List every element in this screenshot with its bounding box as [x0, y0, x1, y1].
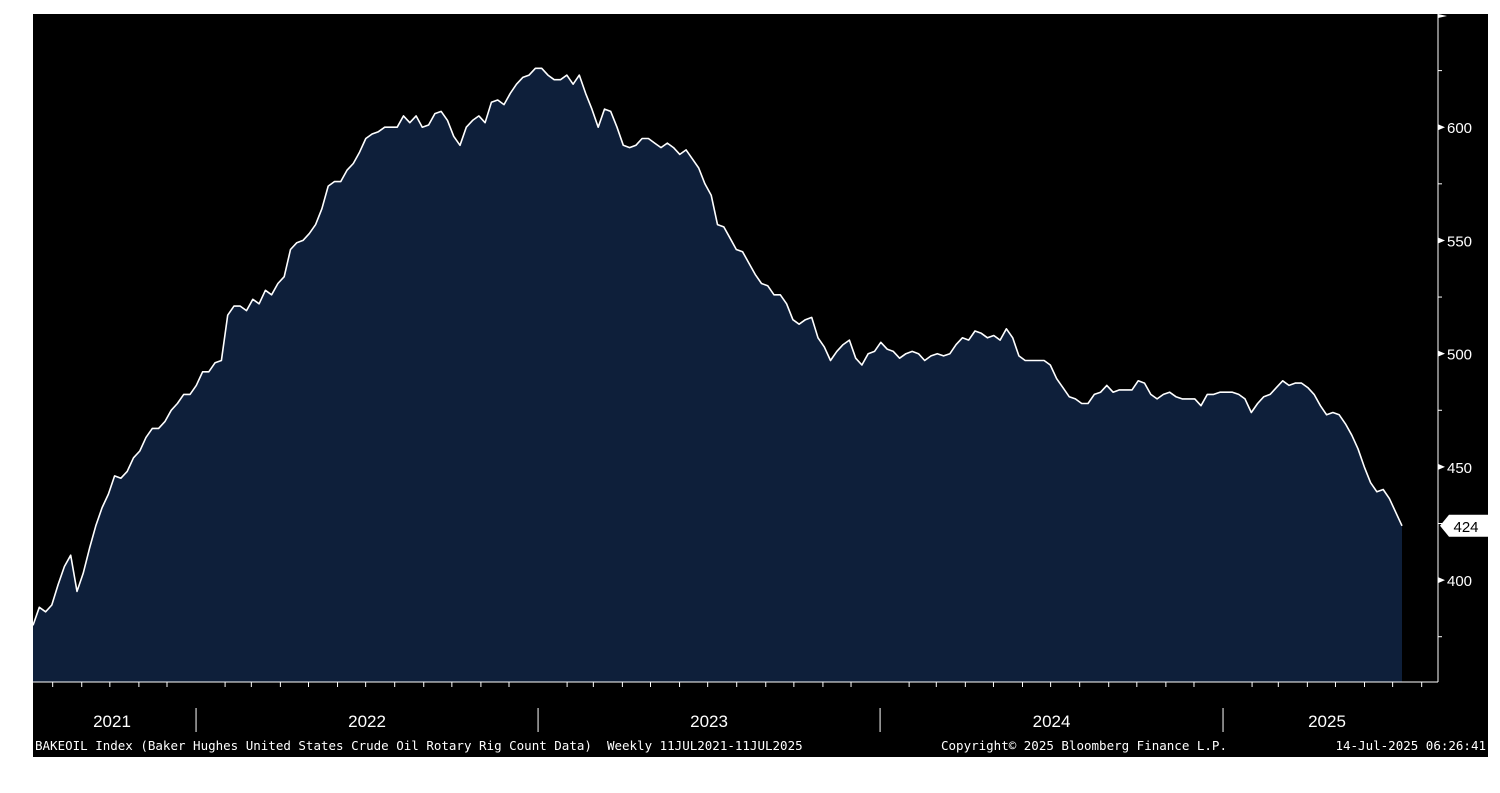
y-tick-label: 550: [1447, 233, 1472, 250]
y-axis: 400 450 500 550 600 424: [1437, 14, 1488, 682]
footer: BAKEOIL Index (Baker Hughes United State…: [35, 738, 1486, 753]
footer-description: BAKEOIL Index (Baker Hughes United State…: [35, 738, 803, 753]
series-line: [32, 67, 1403, 626]
footer-copyright: Copyright© 2025 Bloomberg Finance L.P.: [941, 738, 1227, 753]
x-tick-label: 2022: [348, 712, 386, 731]
x-axis: 2021 2022 2023 2024 2025: [33, 681, 1438, 732]
y-tick-label: 400: [1447, 573, 1472, 590]
series-area: [33, 68, 1402, 683]
x-tick-label: 2024: [1033, 712, 1071, 731]
y-tick-marker: [1438, 350, 1445, 357]
last-value-label: 424: [1453, 519, 1478, 536]
plot-layer: [32, 67, 1403, 683]
y-tick-marker: [1438, 463, 1445, 470]
y-tick-label: 450: [1447, 460, 1472, 477]
y-tick-marker: [1438, 124, 1445, 131]
footer-timestamp: 14-Jul-2025 06:26:41: [1335, 738, 1486, 753]
y-tick-marker: [1438, 577, 1445, 584]
x-tick-label: 2021: [93, 712, 131, 731]
y-tick-marker: [1438, 237, 1445, 244]
y-tick-label: 500: [1447, 347, 1472, 364]
x-tick-label: 2025: [1308, 712, 1346, 731]
last-value-tag: [1440, 514, 1488, 537]
y-tick-label: 600: [1447, 120, 1472, 137]
x-tick-label: 2023: [690, 712, 728, 731]
y-axis-top-arrow: [1438, 14, 1447, 18]
